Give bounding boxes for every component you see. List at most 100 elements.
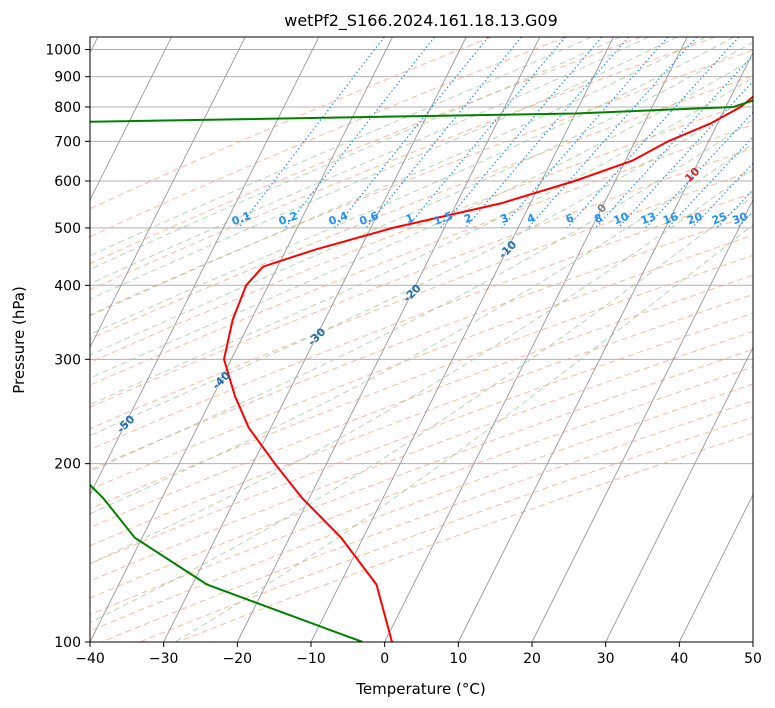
isotherm-line — [310, 37, 614, 642]
dry-adiabat — [90, 49, 753, 316]
isotherm-label: -40 — [210, 369, 233, 392]
dry-adiabat — [139, 416, 753, 642]
dry-adiabat — [90, 274, 753, 529]
mixing-ratio-label: 0.4 — [327, 209, 350, 228]
mixing-ratio-line — [440, 37, 603, 229]
y-tick-label: 700 — [54, 134, 81, 150]
x-tick-label: 50 — [744, 651, 762, 667]
mixing-ratio-label: 36 — [751, 210, 770, 228]
dry-adiabat — [90, 312, 753, 565]
mixing-ratio-label: 1 — [404, 211, 416, 226]
x-tick-label: 20 — [523, 651, 541, 667]
mixing-ratio-line — [365, 37, 522, 229]
chart-title: wetPf2_S166.2024.161.18.13.G09 — [284, 11, 558, 31]
isotherm-line — [90, 37, 172, 202]
x-tick-label: 10 — [449, 651, 467, 667]
isotherm-line — [236, 37, 541, 642]
isotherm-line — [531, 198, 753, 642]
mixing-ratio-label: 16 — [661, 210, 680, 228]
dry-adiabat — [90, 37, 716, 291]
y-tick-label: 600 — [54, 174, 81, 190]
mixing-ratio-line — [758, 37, 775, 228]
series-layer — [90, 95, 753, 642]
mixing-ratio-label: 4 — [525, 211, 537, 226]
dry-adiabat — [90, 192, 753, 451]
moist-adiabat — [90, 37, 592, 257]
moist-adiabat — [90, 119, 753, 473]
x-tick-label: −10 — [296, 651, 326, 667]
y-tick-label: 400 — [54, 278, 81, 294]
isotherm-line — [384, 37, 688, 642]
x-tick-label: 0 — [380, 651, 389, 667]
isotherm-label: -50 — [114, 412, 137, 435]
isotherm-line — [678, 493, 753, 642]
mixing-ratio-label: 20 — [685, 210, 704, 228]
y-tick-label: 200 — [54, 457, 81, 473]
dry-adiabat — [90, 293, 753, 547]
moist-adiabat — [174, 224, 753, 642]
dry-adiabat — [90, 383, 753, 632]
mixing-ratio-label: 25 — [710, 210, 729, 227]
moist-adiabat — [90, 143, 753, 515]
dry-adiabat — [90, 75, 753, 340]
dry-adiabat — [90, 254, 753, 510]
x-tick-label: −20 — [223, 651, 253, 667]
mixing-ratio-label: 10 — [612, 210, 631, 228]
mixing-ratio-line — [667, 136, 753, 229]
dry-adiabat — [90, 124, 753, 386]
mixing-ratio-line — [501, 37, 669, 229]
isotherm-label: 20 — [771, 135, 775, 155]
mixing-ratio-line — [595, 54, 753, 229]
moist-adiabat — [90, 58, 753, 379]
isotherm-label: -10 — [496, 238, 519, 261]
mixing-ratio-label: 0.2 — [277, 209, 300, 228]
isotherm-line — [457, 51, 753, 642]
mixing-ratio-label: 8 — [593, 211, 605, 226]
moist-adiabat — [90, 77, 753, 406]
moist-adiabat — [90, 37, 621, 270]
moist-adiabat — [90, 37, 650, 285]
dry-adiabat — [90, 170, 753, 430]
x-axis-label: Temperature (°C) — [355, 680, 485, 698]
y-tick-label: 900 — [54, 70, 81, 86]
mixing-ratio-label: 2 — [462, 211, 474, 226]
moist-adiabat — [90, 41, 753, 356]
adiabat-layer — [90, 37, 753, 642]
isotherm-layer — [90, 37, 753, 642]
dry-adiabat — [90, 37, 567, 238]
isotherm-line — [605, 346, 753, 642]
mixing-ratio-label: 30 — [731, 210, 750, 228]
grid-layer — [90, 49, 753, 642]
x-tick-label: −40 — [75, 651, 105, 667]
mixing-ratio-line — [736, 210, 753, 229]
y-axis: 100 200 300 400 500 600 700 800 900 1000 — [45, 43, 90, 651]
dry-adiabat — [90, 213, 753, 471]
dry-adiabat — [90, 147, 753, 408]
temperature-profile-line — [222, 95, 753, 642]
moist-adiabat — [90, 168, 753, 565]
mixing-ratio-label: 6 — [564, 211, 576, 226]
y-tick-label: 100 — [54, 635, 81, 651]
dry-adiabat — [90, 366, 753, 616]
moist-adiabat — [90, 195, 753, 623]
dry-adiabat — [90, 348, 753, 599]
plot-frame — [89, 36, 754, 643]
mixing-ratio-line — [691, 162, 753, 229]
dry-adiabat — [90, 37, 492, 210]
mixing-ratio-line — [284, 37, 435, 229]
mixing-ratio-line — [406, 37, 566, 229]
x-tick-label: 30 — [597, 651, 615, 667]
dry-adiabat — [90, 234, 753, 491]
dry-adiabat — [90, 100, 753, 363]
mixing-ratio-label: 13 — [639, 210, 658, 227]
isotherm-label: -30 — [305, 325, 328, 348]
y-tick-label: 300 — [54, 352, 81, 368]
dewpoint-profile-line — [90, 99, 753, 642]
mixing-ratio-label: 3 — [499, 211, 511, 226]
isotherm-line — [752, 640, 753, 642]
x-tick-label: 40 — [670, 651, 688, 667]
y-axis-label: Pressure (hPa) — [10, 286, 28, 394]
mixing-ratio-label: 0.6 — [358, 209, 381, 228]
mixing-ratio-label: 0.1 — [230, 209, 253, 228]
